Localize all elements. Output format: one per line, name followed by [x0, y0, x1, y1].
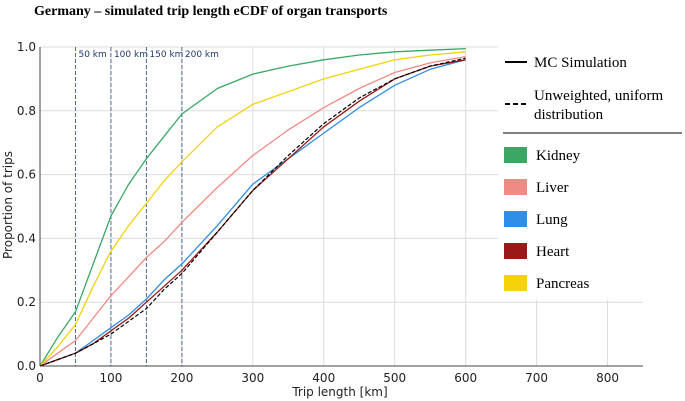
- legend-unweighted-line2: distribution: [534, 107, 604, 123]
- reference-label-200km: 200 km: [185, 50, 219, 60]
- x-tick-label-800: 800: [596, 371, 619, 385]
- tick-labels: 0 100 200 300 400 500 600 700 800 0.0 0.2 0.4 0.6 0.8…: [17, 40, 619, 385]
- x-tick-label-700: 700: [525, 371, 548, 385]
- y-tick-label-3: 0.6: [17, 168, 36, 182]
- legend-organ-entries: Kidney Liver Lung Heart Pancreas: [504, 147, 589, 292]
- series-lines: [39, 47, 466, 367]
- legend-swatch-liver: [504, 179, 527, 195]
- x-tick-label-200: 200: [170, 371, 193, 385]
- legend-label-lung: Lung: [536, 212, 568, 228]
- series-line-pancreas: [39, 51, 466, 367]
- legend-label-liver: Liver: [536, 180, 568, 196]
- legend-swatch-kidney: [504, 147, 527, 163]
- axes: [39, 47, 643, 367]
- x-tick-label-0: 0: [36, 371, 44, 385]
- legend-label-heart: Heart: [536, 244, 570, 260]
- series-line-lung: [39, 59, 466, 367]
- y-tick-label-0: 0.0: [17, 359, 36, 373]
- series-line-unweighted-uniform-distribution: [39, 57, 466, 367]
- reference-label-100km: 100 km: [114, 50, 148, 60]
- x-tick-label-400: 400: [312, 371, 335, 385]
- x-tick-label-500: 500: [383, 371, 406, 385]
- legend-swatch-pancreas: [504, 275, 527, 291]
- x-axis-label: Trip length [km]: [291, 385, 387, 399]
- series-line-kidney: [39, 47, 466, 367]
- y-tick-label-4: 0.8: [17, 104, 36, 118]
- series-line-liver: [39, 55, 466, 367]
- y-axis-label: Proportion of trips: [1, 151, 15, 259]
- x-tick-label-100: 100: [99, 371, 122, 385]
- reference-label-150km: 150 km: [149, 50, 183, 60]
- legend-label-pancreas: Pancreas: [536, 276, 589, 292]
- x-tick-label-300: 300: [241, 371, 264, 385]
- legend-label-kidney: Kidney: [536, 148, 581, 164]
- chart-title: Germany – simulated trip length eCDF of …: [34, 4, 388, 19]
- legend-unweighted-line1: Unweighted, uniform: [534, 88, 663, 104]
- y-tick-label-1: 0.2: [17, 295, 36, 309]
- legend-swatch-lung: [504, 211, 527, 227]
- x-tick-label-600: 600: [454, 371, 477, 385]
- legend: MC Simulation Unweighted, uniform distri…: [498, 42, 685, 300]
- reference-label-50km: 50 km: [78, 50, 106, 60]
- legend-mc-simulation: MC Simulation: [534, 55, 627, 71]
- legend-swatch-heart: [504, 243, 527, 259]
- legend-background: [498, 42, 685, 300]
- y-tick-label-2: 0.4: [17, 231, 36, 245]
- y-tick-label-5: 1.0: [17, 40, 36, 54]
